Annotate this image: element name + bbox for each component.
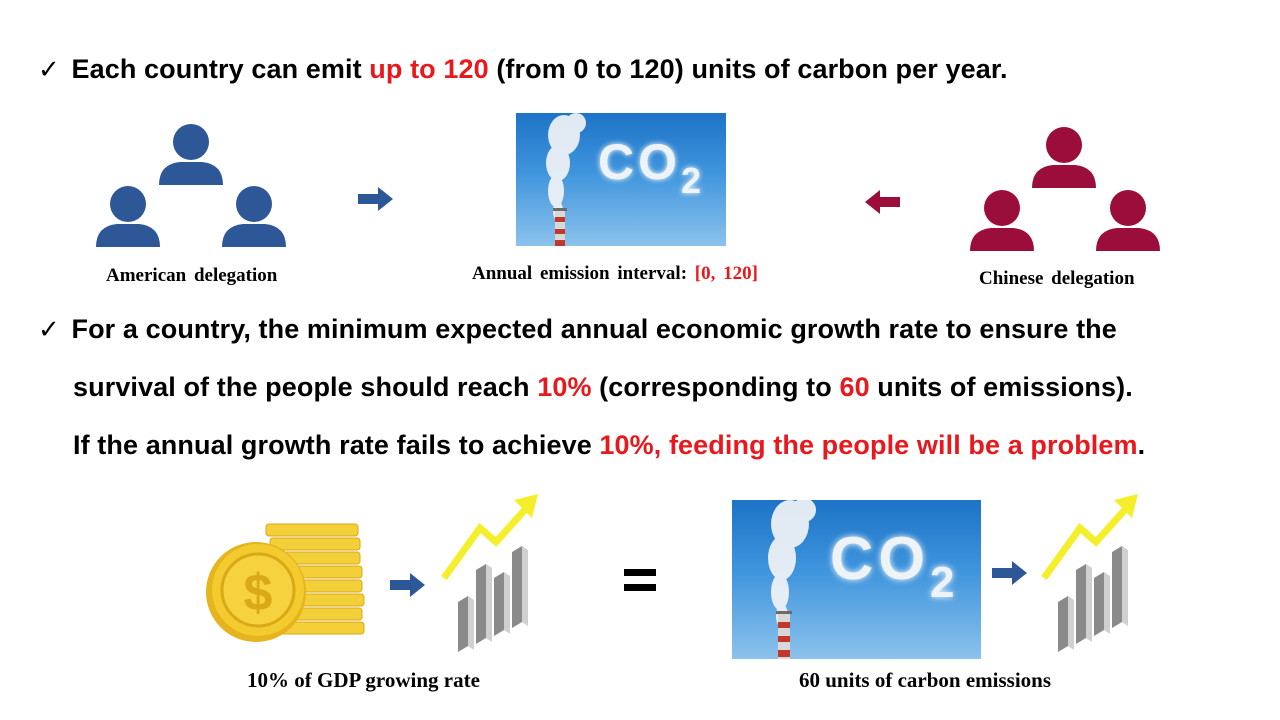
checkmark-icon: ✓	[38, 314, 60, 344]
emission-interval-label: Annual emission interval:	[472, 263, 687, 284]
co2-cloud-text: CO2	[598, 133, 705, 191]
emission-interval-value: [0, 120]	[695, 263, 758, 284]
chinese-delegation-people-icon	[968, 126, 1164, 254]
point-two-line-1: ✓ For a country, the minimum expected an…	[38, 314, 1117, 345]
arrow-left-icon	[864, 188, 900, 216]
point-one-highlight: up to 120	[369, 54, 488, 84]
co2-cloud-text-large: CO2	[830, 524, 959, 593]
co2-smokestack-image-large: CO2	[732, 500, 981, 659]
equals-sign-bottom	[624, 584, 656, 591]
point-two-line-2: survival of the people should reach 10% …	[73, 372, 1133, 403]
arrow-right-icon	[390, 571, 426, 599]
carbon-emissions-caption: 60 units of carbon emissions	[799, 668, 1051, 693]
point-one-post: (from 0 to 120) units of carbon per year…	[489, 54, 1008, 84]
chinese-delegation-caption: Chinese delegation	[979, 268, 1135, 290]
arrow-right-icon	[992, 559, 1028, 587]
gold-coins-icon: $	[204, 522, 366, 644]
growth-chart-icon	[440, 490, 540, 652]
point-one-text: ✓ Each country can emit up to 120 (from …	[38, 54, 1008, 85]
point-one-pre: Each country can emit	[72, 54, 370, 84]
co2-smokestack-image: CO2	[516, 113, 726, 246]
arrow-right-icon	[358, 185, 394, 213]
equals-sign-top	[624, 569, 656, 576]
highlight-10-percent: 10%	[537, 372, 591, 402]
growth-chart-icon	[1040, 490, 1140, 652]
point-two-line-3: If the annual growth rate fails to achie…	[73, 430, 1145, 461]
emission-interval-caption: Annual emission interval: [0, 120]	[472, 263, 758, 285]
gdp-rate-caption: 10% of GDP growing rate	[247, 668, 480, 693]
checkmark-icon: ✓	[38, 54, 60, 84]
american-delegation-people-icon	[94, 122, 290, 250]
highlight-feeding-problem: 10%, feeding the people will be a proble…	[599, 430, 1137, 460]
american-delegation-caption: American delegation	[106, 265, 277, 287]
dollar-sign: $	[244, 564, 273, 622]
highlight-60-units: 60	[839, 372, 869, 402]
point-two-line-1-text: For a country, the minimum expected annu…	[72, 314, 1117, 344]
